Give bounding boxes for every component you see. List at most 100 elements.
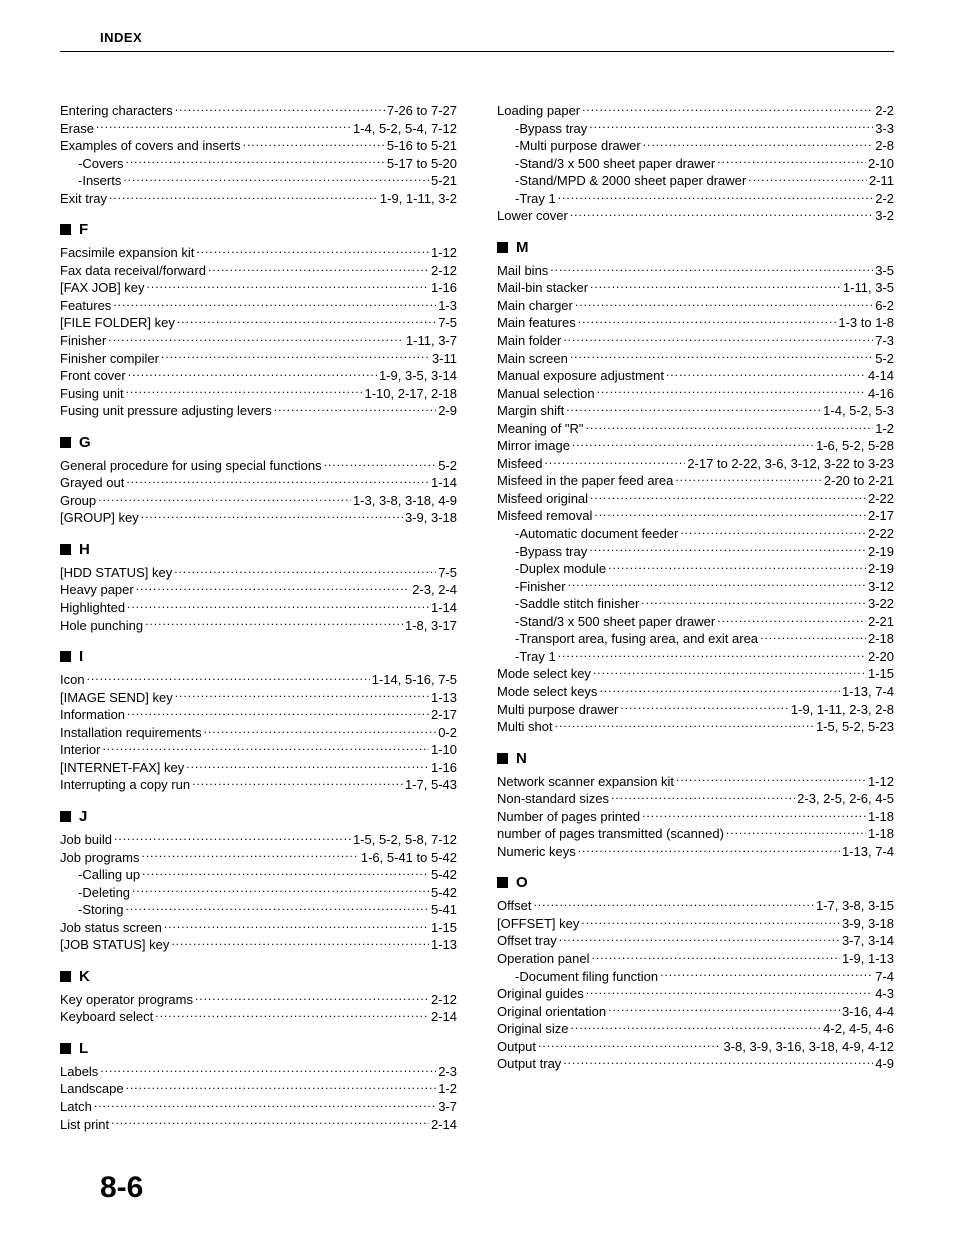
index-entry: Original size 4-2, 4-5, 4-6: [497, 1020, 894, 1038]
left-column: Entering characters 7-26 to 7-27Erase 1-…: [60, 102, 457, 1133]
entry-page: 1-14, 5-16, 7-5: [372, 671, 457, 689]
index-entry: Main charger 6-2: [497, 297, 894, 315]
entry-page: 3-8, 3-9, 3-16, 3-18, 4-9, 4-12: [723, 1038, 894, 1056]
entry-label: [FILE FOLDER] key: [60, 314, 175, 332]
entry-page: 1-12: [868, 773, 894, 791]
index-entry: Number of pages printed 1-18: [497, 808, 894, 826]
entry-label: Landscape: [60, 1080, 124, 1098]
index-entry: Highlighted 1-14: [60, 599, 457, 617]
entry-label: [OFFSET] key: [497, 915, 579, 933]
index-entry: Non-standard sizes 2-3, 2-5, 2-6, 4-5: [497, 790, 894, 808]
entry-label: Misfeed: [497, 455, 543, 473]
leader-dots: [132, 884, 429, 897]
entry-label: [GROUP] key: [60, 509, 139, 527]
index-entry: -Stand/3 x 500 sheet paper drawer 2-10: [497, 155, 894, 173]
index-entry: Fax data receival/forward 2-12: [60, 262, 457, 280]
entry-label: [JOB STATUS] key: [60, 936, 169, 954]
entry-label: Examples of covers and inserts: [60, 137, 241, 155]
index-entry: Loading paper 2-2: [497, 102, 894, 120]
entry-page: 2-3, 2-5, 2-6, 4-5: [797, 790, 894, 808]
index-entry: Misfeed removal 2-17: [497, 507, 894, 525]
index-entry: [INTERNET-FAX] key 1-16: [60, 759, 457, 777]
leader-dots: [550, 262, 873, 275]
entry-page: 2-19: [868, 543, 894, 561]
entry-label: Manual selection: [497, 385, 595, 403]
entry-label: -Stand/3 x 500 sheet paper drawer: [515, 155, 715, 173]
leader-dots: [643, 137, 873, 150]
entry-label: -Stand/3 x 500 sheet paper drawer: [515, 613, 715, 631]
entry-label: Offset: [497, 897, 531, 915]
index-entry: Interrupting a copy run 1-7, 5-43: [60, 776, 457, 794]
entry-label: -Transport area, fusing area, and exit a…: [515, 630, 758, 648]
square-bullet-icon: [60, 544, 71, 555]
entry-label: Latch: [60, 1098, 92, 1116]
index-entry: Grayed out 1-14: [60, 474, 457, 492]
index-entry: Main screen 5-2: [497, 350, 894, 368]
index-entry: Group 1-3, 3-8, 3-18, 4-9: [60, 492, 457, 510]
entry-page: 1-5, 5-2, 5-23: [816, 718, 894, 736]
entry-page: 1-3 to 1-8: [838, 314, 894, 332]
entry-label: -Stand/MPD & 2000 sheet paper drawer: [515, 172, 746, 190]
entry-page: 3-16, 4-4: [842, 1003, 894, 1021]
entry-page: 1-3, 3-8, 3-18, 4-9: [353, 492, 457, 510]
entry-label: Labels: [60, 1063, 98, 1081]
index-entry: -Finisher 3-12: [497, 578, 894, 596]
leader-dots: [147, 279, 429, 292]
index-entry: Labels 2-3: [60, 1063, 457, 1081]
index-entry: Meaning of "R" 1-2: [497, 420, 894, 438]
entry-page: 1-15: [431, 919, 457, 937]
entry-label: -Covers: [78, 155, 124, 173]
index-entry: Mode select keys 1-13, 7-4: [497, 683, 894, 701]
index-entry: -Duplex module 2-19: [497, 560, 894, 578]
index-entry: Information 2-17: [60, 706, 457, 724]
leader-dots: [100, 1063, 436, 1076]
entry-label: Number of pages printed: [497, 808, 640, 826]
leader-dots: [126, 385, 363, 398]
section-letter: J: [79, 808, 87, 825]
entry-page: 7-4: [875, 968, 894, 986]
section-letter: L: [79, 1040, 88, 1057]
entry-page: 5-17 to 5-20: [387, 155, 457, 173]
entry-label: Finisher: [60, 332, 106, 350]
index-entry: Original orientation 3-16, 4-4: [497, 1003, 894, 1021]
entry-page: 1-8, 3-17: [405, 617, 457, 635]
leader-dots: [717, 155, 866, 168]
entry-label: Meaning of "R": [497, 420, 584, 438]
entry-page: 1-11, 3-5: [843, 279, 894, 297]
entry-page: 1-7, 3-8, 3-15: [816, 897, 894, 915]
leader-dots: [164, 919, 429, 932]
entry-page: 2-2: [875, 102, 894, 120]
index-entry: Examples of covers and inserts 5-16 to 5…: [60, 137, 457, 155]
leader-dots: [87, 671, 370, 684]
entry-page: 1-7, 5-43: [405, 776, 457, 794]
entry-label: -Bypass tray: [515, 543, 587, 561]
leader-dots: [324, 457, 437, 470]
entry-page: 2-17: [868, 507, 894, 525]
entry-label: Highlighted: [60, 599, 125, 617]
entry-label: Non-standard sizes: [497, 790, 609, 808]
index-entry: [IMAGE SEND] key 1-13: [60, 689, 457, 707]
index-entry: -Bypass tray 3-3: [497, 120, 894, 138]
index-entry: -Document filing function 7-4: [497, 968, 894, 986]
entry-label: Output tray: [497, 1055, 561, 1073]
entry-label: -Document filing function: [515, 968, 658, 986]
entry-page: 0-2: [438, 724, 457, 742]
leader-dots: [660, 968, 873, 981]
entry-page: 7-5: [438, 314, 457, 332]
index-entry: Misfeed 2-17 to 2-22, 3-6, 3-12, 3-22 to…: [497, 455, 894, 473]
entry-label: Margin shift: [497, 402, 564, 420]
index-entry: Interior 1-10: [60, 741, 457, 759]
header-rule: [60, 51, 894, 52]
entry-label: Features: [60, 297, 111, 315]
entry-label: Information: [60, 706, 125, 724]
entry-page: 1-12: [431, 244, 457, 262]
leader-dots: [123, 172, 429, 185]
entry-page: 1-10, 2-17, 2-18: [364, 385, 457, 403]
entry-label: Grayed out: [60, 474, 124, 492]
leader-dots: [570, 207, 873, 220]
entry-page: 5-2: [875, 350, 894, 368]
section-head-f: F: [60, 221, 457, 238]
entry-label: Group: [60, 492, 96, 510]
entry-label: Main features: [497, 314, 576, 332]
leader-dots: [136, 581, 410, 594]
